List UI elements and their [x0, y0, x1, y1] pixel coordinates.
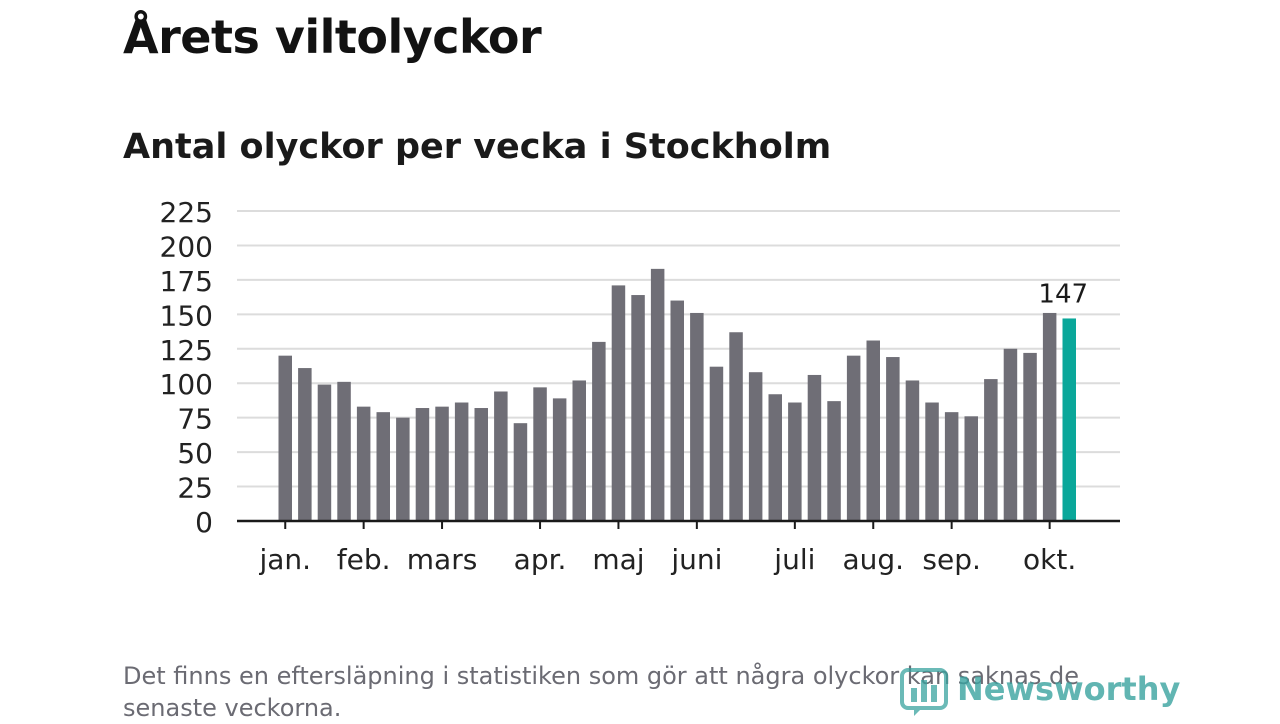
y-tick-label: 100 [160, 368, 213, 401]
y-tick-label: 125 [160, 334, 213, 367]
bar [278, 355, 292, 521]
bar [631, 295, 645, 521]
bar-chart-logo-icon [900, 668, 948, 716]
highlight-value-label: 147 [1038, 279, 1088, 309]
x-axis [237, 519, 1120, 529]
bar [454, 402, 469, 521]
y-tick-label: 25 [177, 472, 213, 505]
bar [670, 300, 684, 521]
y-tick-label: 75 [177, 403, 213, 436]
x-tick-label: feb. [337, 543, 391, 576]
footnote: Det finns en eftersläpning i statistiken… [123, 662, 1079, 722]
bar [337, 381, 351, 521]
x-tick-label: juni [670, 543, 722, 576]
bar [1003, 348, 1018, 521]
bar [748, 372, 763, 521]
bar [729, 332, 743, 521]
logo-text: Newsworthy [957, 670, 1181, 708]
x-tick-label: maj [592, 543, 644, 576]
x-axis-tick-labels: jan. feb. mars apr. maj juni juli aug. sep. okt. [258, 543, 1076, 576]
bar [768, 394, 782, 521]
bar [788, 402, 802, 521]
x-tick-label: okt. [1023, 543, 1076, 576]
bar [474, 408, 488, 521]
bar [807, 374, 822, 521]
bar [846, 355, 861, 521]
bars [278, 268, 1076, 521]
bar [1042, 312, 1057, 521]
bar [984, 379, 998, 521]
bar [827, 401, 841, 521]
bar [298, 368, 312, 521]
bar [356, 406, 371, 521]
bar [690, 312, 704, 521]
bar [925, 402, 939, 521]
annotations: 147 [1038, 279, 1088, 309]
x-tick-label: apr. [514, 543, 567, 576]
y-tick-label: 50 [177, 437, 213, 470]
y-tick-label: 150 [160, 299, 213, 332]
bar [866, 340, 880, 521]
newsworthy-logo: Newsworthy [900, 668, 1180, 720]
bar [886, 357, 900, 521]
x-tick-label: jan. [258, 543, 311, 576]
y-tick-label: 200 [160, 230, 213, 263]
y-tick-label: 0 [195, 506, 213, 539]
bar [533, 387, 547, 521]
bar [905, 380, 920, 521]
bar [513, 423, 528, 521]
chart-title: Årets viltolyckor [123, 10, 542, 64]
chart-subtitle: Antal olyckor per vecka i Stockholm [123, 127, 832, 167]
bar-highlight [1062, 318, 1076, 521]
bar [317, 384, 332, 521]
bar [611, 285, 626, 521]
bar [376, 412, 390, 521]
bar [709, 366, 724, 521]
bar [415, 408, 430, 521]
bar [650, 268, 665, 521]
bar [552, 398, 567, 521]
x-tick-label: mars [407, 543, 478, 576]
y-tick-label: 175 [160, 265, 213, 298]
bar [396, 417, 410, 521]
bar [1023, 352, 1037, 521]
bar [572, 380, 586, 521]
bar [964, 416, 978, 521]
x-tick-label: juli [773, 543, 815, 576]
bar [494, 391, 508, 521]
x-tick-label: sep. [922, 543, 981, 576]
x-tick-label: aug. [842, 543, 904, 576]
bar [592, 341, 606, 521]
y-tick-label: 225 [160, 196, 213, 229]
bar [944, 412, 959, 521]
bar [435, 406, 449, 521]
